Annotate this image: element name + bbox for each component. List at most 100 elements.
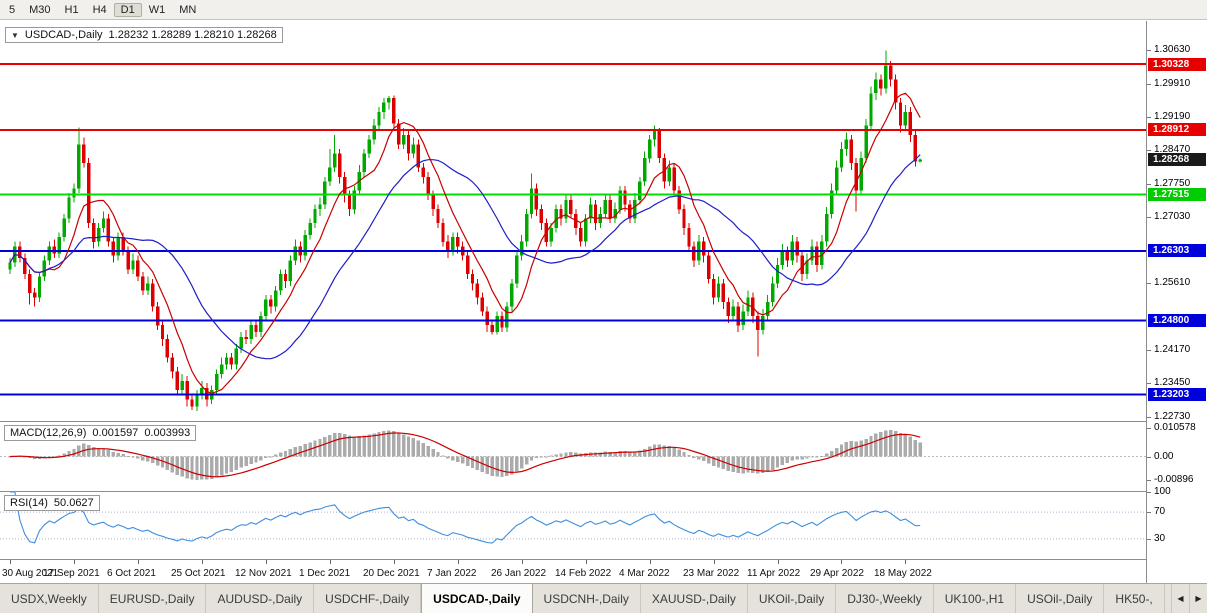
date-label: 4 Mar 2022 [619, 568, 670, 579]
date-tick-mark [10, 560, 11, 564]
chart-tab-usdcnh-daily[interactable]: USDCNH-,Daily [533, 584, 641, 613]
horizontal-level-lines[interactable] [0, 63, 1146, 396]
chart-tab-eurusd-daily[interactable]: EURUSD-,Daily [99, 584, 207, 613]
chart-tab-xauusd-daily[interactable]: XAUUSD-,Daily [641, 584, 748, 613]
price-tick-label: 1.29190 [1154, 110, 1191, 122]
axis-tick-mark [1147, 283, 1151, 284]
date-label: 25 Oct 2021 [171, 568, 226, 579]
symbol-dropdown-icon[interactable]: ▼ [11, 30, 19, 40]
price-tick-label: 1.29910 [1154, 77, 1191, 89]
rsi-value: 50.0627 [53, 497, 94, 509]
axis-tick-mark [1147, 50, 1151, 52]
chart-window: 1.30630 1.29910 1.29190 1.28470 1.27750 1.270… [0, 21, 1207, 583]
rsi-axis-label: 70 [1154, 506, 1166, 518]
symbol-ohlc-label: ▼ USDCAD-,Daily 1.28232 1.28289 1.28210 … [5, 27, 283, 43]
axis-tick-mark [1147, 217, 1151, 219]
timeframe-button-m30[interactable]: M30 [29, 3, 51, 16]
date-tick-mark [330, 560, 331, 564]
level-price-badge: 1.27515 [1148, 188, 1206, 202]
axis-tick-mark [1147, 116, 1151, 118]
date-label: 23 Mar 2022 [683, 568, 740, 579]
macd-value-main: 0.001597 [92, 427, 139, 439]
axis-tick-mark [1147, 456, 1151, 458]
date-label: 1 Dec 2021 [299, 568, 351, 579]
pane-separator-main-macd[interactable] [0, 421, 1207, 422]
date-tick-mark [394, 560, 395, 564]
timeframe-button-h4[interactable]: H4 [92, 3, 107, 16]
timeframe-button-mn[interactable]: MN [179, 3, 197, 16]
axis-tick-mark [1147, 183, 1151, 185]
macd-axis-label: 0.010578 [1154, 422, 1196, 434]
tabs-scroll-right-button[interactable]: ▶ [1189, 584, 1207, 613]
axis-tick-mark [1147, 428, 1151, 430]
chart-tab-usdx-weekly[interactable]: USDX,Weekly [0, 584, 99, 613]
date-tick-mark [714, 560, 715, 564]
chart-tab-bar: USDX,Weekly EURUSD-,Daily AUDUSD-,Daily USD… [0, 583, 1207, 613]
chart-tab-ukoil-daily[interactable]: UKOil-,Daily [748, 584, 837, 613]
rsi-name: RSI(14) [10, 497, 48, 509]
axis-tick-mark [1147, 150, 1151, 152]
macd-indicator-label: MACD(12,26,9) 0.001597 0.003993 [4, 425, 197, 441]
date-tick-mark [202, 560, 203, 564]
pane-separator-macd-rsi[interactable] [0, 491, 1207, 492]
moving-average-line-fast [9, 92, 921, 395]
price-tick-label: 1.27030 [1154, 211, 1191, 223]
level-price-badge: 1.30328 [1148, 57, 1206, 71]
date-tick-mark [841, 560, 842, 564]
axis-tick-mark [1147, 383, 1151, 385]
date-label: 20 Dec 2021 [363, 568, 420, 579]
axis-tick-mark [1147, 538, 1151, 540]
chart-tab-usdcad-daily[interactable]: USDCAD-,Daily [421, 584, 533, 613]
chart-tabs: USDX,Weekly EURUSD-,Daily AUDUSD-,Daily USD… [0, 584, 1171, 613]
date-tick-mark [266, 560, 267, 564]
price-tick-label: 1.24170 [1154, 343, 1191, 355]
ohlc-values: 1.28232 1.28289 1.28210 1.28268 [108, 29, 277, 41]
price-tick-label: 1.25610 [1154, 277, 1191, 288]
rsi-axis-label: 100 [1154, 486, 1171, 497]
time-axis[interactable]: 30 Aug 2021 17 Sep 2021 6 Oct 2021 25 Oct 2… [0, 560, 1146, 583]
axis-tick-mark [1147, 349, 1151, 351]
axis-tick-mark [1147, 83, 1151, 85]
date-label: 7 Jan 2022 [427, 568, 477, 579]
date-label: 29 Apr 2022 [810, 568, 864, 579]
chart-tab-usdchf-daily[interactable]: USDCHF-,Daily [314, 584, 422, 613]
macd-signal-line [9, 432, 921, 478]
timeframe-button-h1[interactable]: H1 [64, 3, 79, 16]
pane-separator-rsi-dates[interactable] [0, 559, 1207, 560]
rsi-line [10, 491, 921, 544]
date-tick-mark [905, 560, 906, 564]
level-price-badge: 1.28912 [1148, 123, 1206, 137]
chart-tab-audusd-daily[interactable]: AUDUSD-,Daily [206, 584, 315, 613]
level-price-badge: 1.24800 [1148, 314, 1206, 328]
tabs-scroll-left-button[interactable]: ◀ [1171, 584, 1189, 613]
candlestick-series [8, 50, 922, 411]
current-price-badge: 1.28268 [1148, 153, 1206, 167]
date-label: 11 Apr 2022 [747, 568, 801, 579]
price-tick-label: 1.28470 [1154, 144, 1191, 156]
price-chart-canvas[interactable] [0, 21, 1146, 583]
chart-tab-uk100-h1[interactable]: UK100-,H1 [934, 584, 1017, 613]
moving-average-line-slow [9, 154, 921, 360]
chart-tab-usoil-daily[interactable]: USOil-,Daily [1016, 584, 1105, 613]
rsi-axis-label: 30 [1154, 532, 1166, 544]
date-tick-mark [650, 560, 651, 564]
price-tick-label: 1.23450 [1154, 377, 1191, 389]
axis-tick-mark [1147, 480, 1151, 482]
date-label: 6 Oct 2021 [107, 568, 156, 579]
date-label: 12 Nov 2021 [235, 568, 292, 579]
axis-tick-mark [1147, 416, 1151, 418]
timeframe-button-d1[interactable]: D1 [113, 2, 142, 17]
symbol-name: USDCAD-,Daily [24, 29, 103, 41]
timeframe-button-5[interactable]: 5 [9, 3, 16, 16]
macd-axis-label: -0.00896 [1154, 474, 1194, 486]
price-axis[interactable]: 1.30630 1.29910 1.29190 1.28470 1.27750 1.270… [1146, 21, 1207, 583]
date-label: 14 Feb 2022 [555, 568, 612, 579]
level-price-badge: 1.26303 [1148, 244, 1206, 258]
date-label: 18 May 2022 [874, 568, 932, 579]
macd-axis-label: 0.00 [1154, 450, 1174, 462]
chart-tab-dj30-weekly[interactable]: DJ30-,Weekly [836, 584, 934, 613]
timeframe-button-w1[interactable]: W1 [148, 3, 166, 16]
chart-tab-hk50[interactable]: HK50-, [1104, 584, 1165, 613]
level-price-badge: 1.23203 [1148, 388, 1206, 402]
date-tick-mark [138, 560, 139, 564]
